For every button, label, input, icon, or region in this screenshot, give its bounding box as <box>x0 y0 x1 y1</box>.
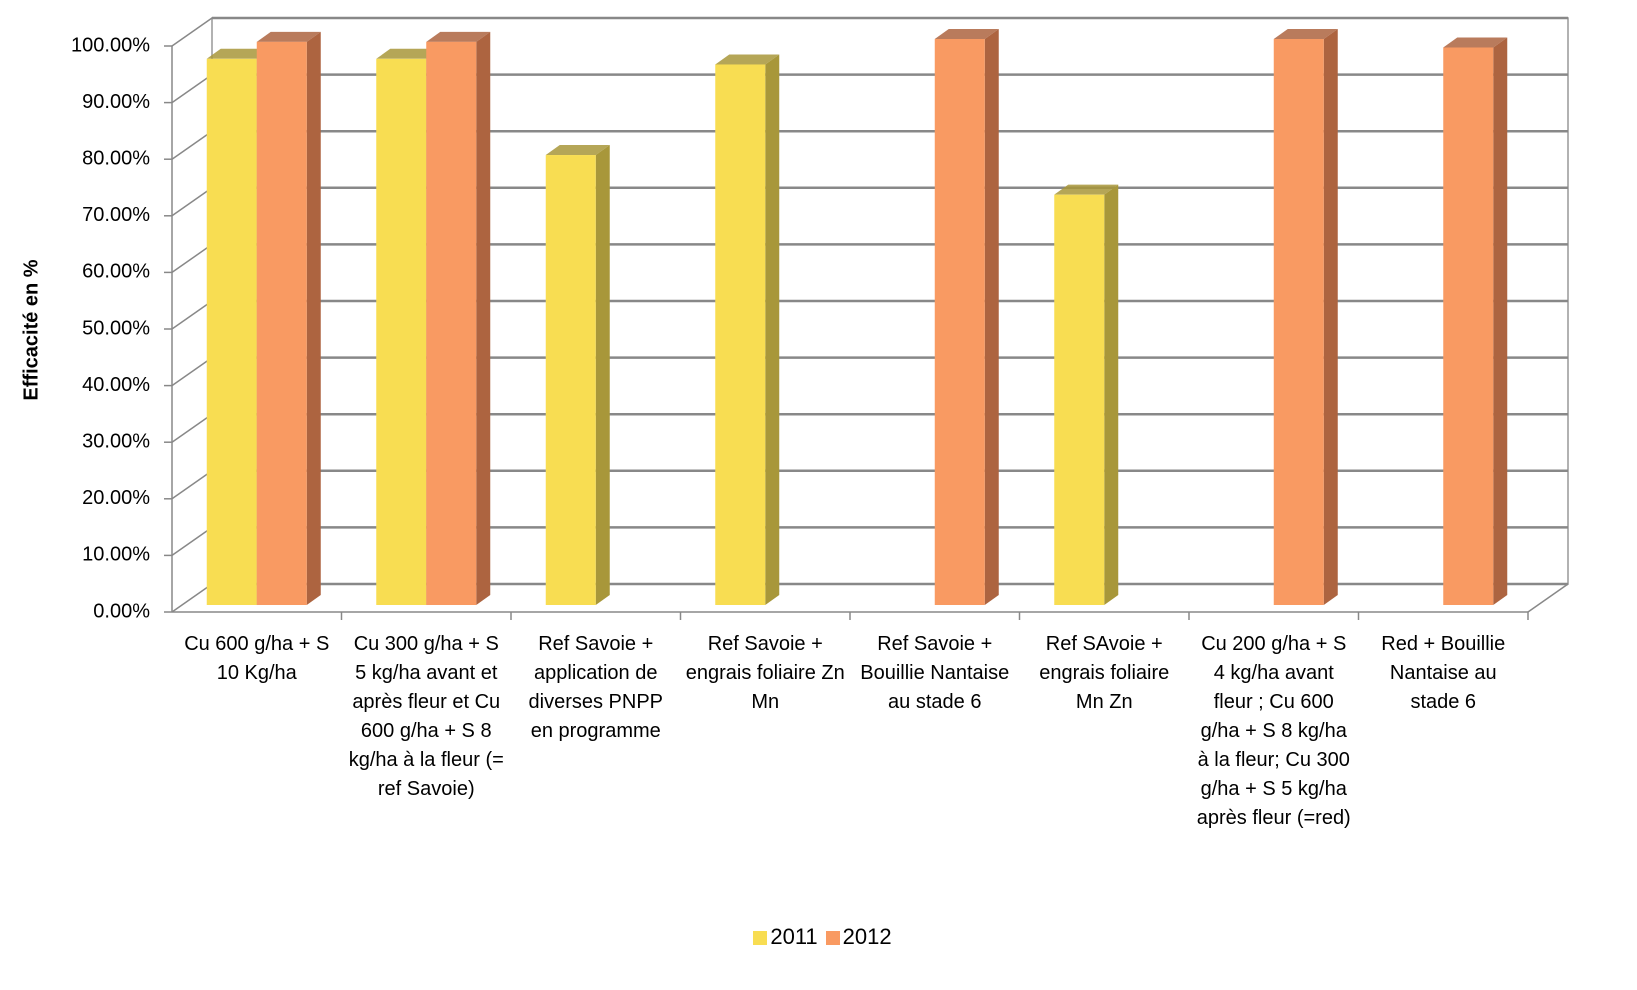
y-tick-label: 40.00% <box>82 374 150 396</box>
x-tick-label: Ref SAvoie + engrais foliaire Mn Zn <box>1039 633 1170 713</box>
bar-top <box>1054 184 1119 195</box>
bar <box>256 41 307 605</box>
bar <box>426 41 477 605</box>
side-grid-line <box>171 187 213 217</box>
bar-top <box>545 145 610 156</box>
side-grid-line <box>171 243 213 274</box>
floor-right <box>1527 583 1569 613</box>
x-tick-label: Ref Savoie + engrais foliaire Zn Mn <box>685 633 845 713</box>
y-tick-label: 100.00% <box>71 34 150 56</box>
side-grid-line <box>171 413 213 443</box>
x-tick-label: Cu 300 g/ha + S 5 kg/ha avant et après f… <box>348 633 504 800</box>
x-tick-label: Ref Savoie + application de diverses PNP… <box>528 633 664 742</box>
x-tick-label: Cu 200 g/ha + S 4 kg/ha avant fleur ; Cu… <box>1196 633 1351 829</box>
y-tick-label: 10.00% <box>82 544 150 566</box>
x-tick-label: Cu 600 g/ha + S 10 Kg/ha <box>184 633 330 684</box>
bar-side <box>1104 184 1119 605</box>
legend-label: 2011 <box>770 924 818 949</box>
bar <box>545 155 596 605</box>
bar <box>715 64 766 606</box>
legend-label: 2012 <box>842 924 892 949</box>
bar <box>1273 39 1324 605</box>
y-tick-label: 70.00% <box>82 204 150 226</box>
y-tick-label: 20.00% <box>82 487 150 509</box>
x-tick-label: Red + Bouillie Nantaise au stade 6 <box>1381 633 1506 713</box>
bar <box>1054 194 1105 605</box>
bar-side <box>1493 37 1508 606</box>
side-grid-line <box>171 470 213 500</box>
bar <box>934 39 985 605</box>
y-axis-title: Efficacité en % <box>20 259 42 400</box>
legend-swatch <box>753 931 768 946</box>
bar <box>206 58 257 606</box>
side-grid-line <box>171 17 213 47</box>
side-grid-line <box>171 300 213 330</box>
y-tick-label: 30.00% <box>82 430 150 452</box>
bar <box>376 58 427 606</box>
bar-top <box>934 29 999 39</box>
x-tick-label: Ref Savoie + Bouillie Nantaise au stade … <box>860 633 1010 713</box>
y-tick-label: 60.00% <box>82 261 150 283</box>
bar-side <box>306 31 321 605</box>
bar-side <box>595 145 610 605</box>
bar <box>1443 47 1494 606</box>
bar-top <box>1273 29 1338 39</box>
side-grid-line <box>171 130 213 160</box>
bar-top <box>426 31 491 42</box>
bar-side <box>984 29 999 605</box>
y-tick-label: 50.00% <box>82 317 150 339</box>
bar-side <box>476 31 491 605</box>
bar-top <box>1443 37 1508 48</box>
bar-top <box>256 31 321 42</box>
y-tick-label: 80.00% <box>82 147 150 169</box>
legend: 2011 2012 <box>0 924 1637 950</box>
side-grid-line <box>171 73 213 104</box>
side-grid-line <box>171 583 213 613</box>
side-grid-line <box>171 526 213 557</box>
legend-swatch <box>825 931 840 946</box>
bar-top <box>376 48 441 59</box>
bar-top <box>206 48 271 59</box>
bar-side <box>765 54 780 606</box>
y-tick-label: 90.00% <box>82 91 150 113</box>
y-tick-label: 0.00% <box>93 600 150 622</box>
bar-top <box>715 54 780 65</box>
bar-side <box>1323 29 1338 605</box>
side-grid-line <box>171 356 213 387</box>
